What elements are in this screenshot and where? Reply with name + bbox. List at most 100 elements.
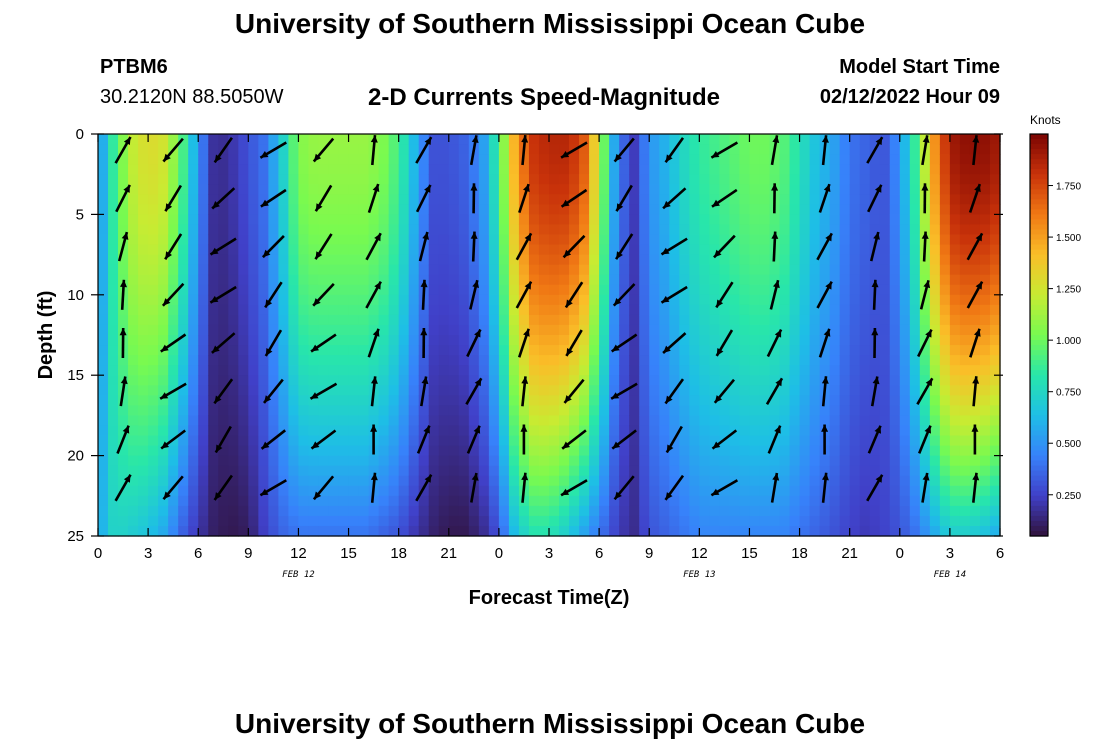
heatmap-cell — [959, 214, 971, 226]
heatmap-cell — [448, 375, 460, 386]
heatmap-cell — [899, 395, 911, 406]
heatmap-cell — [559, 214, 570, 226]
heatmap-cell — [579, 234, 590, 246]
heatmap-cell — [759, 515, 771, 527]
heatmap-cell — [398, 314, 410, 326]
heatmap-cell — [879, 134, 891, 145]
heatmap-cell — [498, 184, 510, 195]
heatmap-cell — [769, 164, 781, 175]
heatmap-cell — [408, 375, 420, 386]
heatmap-cell — [949, 415, 961, 427]
colorbar-segment — [1030, 319, 1048, 326]
heatmap-cell — [348, 375, 360, 386]
colorbar-segment — [1030, 134, 1048, 140]
heatmap-cell — [829, 385, 841, 396]
heatmap-cell — [328, 445, 340, 457]
heatmap-cell — [128, 174, 139, 185]
heatmap-cell — [959, 475, 971, 487]
heatmap-cell — [799, 395, 811, 406]
heatmap-cell — [639, 415, 650, 427]
heatmap-cell — [589, 495, 600, 507]
heatmap-cell — [619, 154, 630, 165]
heatmap-cell — [989, 184, 1001, 195]
heatmap-cell — [559, 204, 570, 215]
heatmap-cell — [108, 164, 119, 175]
heatmap-cell — [348, 495, 360, 507]
heatmap-cell — [729, 264, 741, 276]
heatmap-cell — [809, 234, 821, 246]
heatmap-cell — [98, 294, 109, 306]
heatmap-cell — [879, 375, 891, 386]
heatmap-cell — [308, 445, 320, 457]
heatmap-cell — [298, 465, 310, 477]
heatmap-cell — [528, 465, 540, 477]
heatmap-cell — [809, 505, 821, 517]
heatmap-cell — [238, 395, 249, 406]
heatmap-cell — [949, 485, 961, 497]
heatmap-cell — [939, 435, 951, 447]
heatmap-cell — [869, 174, 881, 185]
heatmap-cell — [649, 345, 660, 356]
heatmap-cell — [228, 465, 239, 477]
heatmap-cell — [559, 284, 570, 296]
heatmap-cell — [398, 525, 410, 537]
heatmap-cell — [528, 294, 540, 306]
heatmap-cell — [549, 204, 560, 215]
heatmap-cell — [118, 234, 129, 246]
heatmap-cell — [839, 475, 851, 487]
heatmap-cell — [869, 164, 881, 175]
heatmap-cell — [909, 375, 921, 386]
heatmap-cell — [198, 274, 209, 286]
heatmap-cell — [609, 184, 620, 195]
heatmap-cell — [749, 274, 761, 286]
heatmap-cell — [238, 375, 249, 386]
heatmap-cell — [799, 234, 811, 246]
heatmap-cell — [569, 324, 580, 336]
heatmap-cell — [719, 264, 730, 276]
heatmap-cell — [148, 304, 159, 316]
heatmap-cell — [839, 455, 851, 467]
current-arrow — [613, 137, 635, 163]
station-id: PTBM6 — [100, 56, 168, 78]
heatmap-cell — [318, 425, 330, 437]
heatmap-cell — [438, 465, 450, 477]
heatmap-cell — [619, 304, 630, 316]
current-arrow — [117, 231, 129, 262]
heatmap-cell — [579, 345, 590, 356]
current-arrow — [821, 376, 829, 407]
colorbar-segment — [1030, 335, 1048, 341]
heatmap-cell — [959, 335, 971, 346]
heatmap-cell — [318, 355, 330, 366]
heatmap-cell — [488, 335, 500, 346]
heatmap-cell — [188, 204, 199, 215]
heatmap-cell — [538, 455, 550, 467]
heatmap-cell — [188, 505, 199, 517]
heatmap-cell — [138, 405, 149, 416]
heatmap-cell — [378, 465, 390, 477]
heatmap-cell — [639, 234, 650, 246]
heatmap-cell — [639, 365, 650, 376]
heatmap-cell — [128, 294, 139, 306]
heatmap-cell — [589, 335, 600, 346]
heatmap-cell — [388, 475, 400, 487]
heatmap-cell — [889, 385, 901, 396]
current-arrow — [161, 282, 185, 307]
current-arrow — [560, 479, 588, 497]
heatmap-cell — [779, 144, 791, 155]
heatmap-cell — [979, 335, 991, 346]
heatmap-cell — [298, 365, 310, 376]
heatmap-cell — [709, 335, 720, 346]
heatmap-cell — [388, 495, 400, 507]
heatmap-cell — [478, 435, 490, 447]
colorbar-segment — [1030, 274, 1048, 281]
heatmap-cell — [378, 425, 390, 437]
heatmap-cell — [458, 525, 470, 537]
heatmap-cell — [669, 254, 680, 266]
heatmap-cell — [789, 204, 801, 215]
heatmap-cell — [939, 294, 951, 306]
heatmap-cell — [248, 304, 259, 316]
heatmap-cell — [699, 425, 710, 437]
current-arrow — [870, 376, 880, 407]
heatmap-cell — [108, 204, 119, 215]
current-arrow — [615, 233, 634, 260]
